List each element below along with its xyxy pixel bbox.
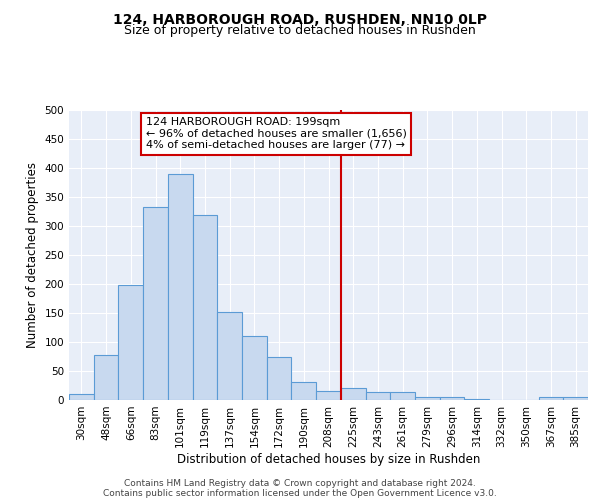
Bar xyxy=(168,174,193,400)
Bar xyxy=(143,207,168,400)
Text: 124, HARBOROUGH ROAD, RUSHDEN, NN10 0LP: 124, HARBOROUGH ROAD, RUSHDEN, NN10 0LP xyxy=(113,12,487,26)
Bar xyxy=(193,215,217,400)
Text: Contains HM Land Registry data © Crown copyright and database right 2024.: Contains HM Land Registry data © Crown c… xyxy=(124,478,476,488)
Bar xyxy=(563,397,588,400)
Bar xyxy=(242,336,267,400)
Text: Contains public sector information licensed under the Open Government Licence v3: Contains public sector information licen… xyxy=(103,488,497,498)
Bar xyxy=(316,390,341,400)
Bar xyxy=(118,285,143,400)
Bar xyxy=(415,396,440,400)
Text: Size of property relative to detached houses in Rushden: Size of property relative to detached ho… xyxy=(124,24,476,37)
Bar xyxy=(365,392,390,400)
Bar xyxy=(69,394,94,400)
Bar xyxy=(341,388,365,400)
Bar xyxy=(217,312,242,400)
Text: 124 HARBOROUGH ROAD: 199sqm
← 96% of detached houses are smaller (1,656)
4% of s: 124 HARBOROUGH ROAD: 199sqm ← 96% of det… xyxy=(146,117,406,150)
Bar xyxy=(94,355,118,400)
Bar xyxy=(539,397,563,400)
Bar xyxy=(267,357,292,400)
Bar xyxy=(292,382,316,400)
Y-axis label: Number of detached properties: Number of detached properties xyxy=(26,162,39,348)
Bar xyxy=(390,392,415,400)
Bar xyxy=(440,397,464,400)
X-axis label: Distribution of detached houses by size in Rushden: Distribution of detached houses by size … xyxy=(177,452,480,466)
